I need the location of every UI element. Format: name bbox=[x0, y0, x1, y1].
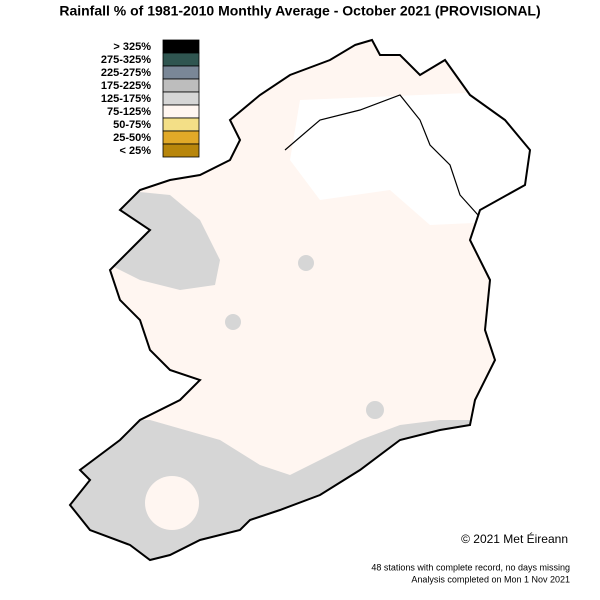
legend-label: 175-225% bbox=[101, 80, 151, 92]
legend-label: < 25% bbox=[120, 145, 152, 157]
region-spot bbox=[225, 314, 241, 330]
legend-label: 125-175% bbox=[101, 93, 151, 105]
map-title: Rainfall % of 1981-2010 Monthly Average … bbox=[59, 3, 540, 19]
legend-swatch bbox=[162, 39, 200, 54]
legend-label: 275-325% bbox=[101, 54, 151, 66]
legend-swatch bbox=[162, 117, 200, 132]
legend-swatch bbox=[162, 78, 200, 93]
legend-label: 225-275% bbox=[101, 67, 151, 79]
legend-swatch bbox=[162, 52, 200, 67]
region-kerry bbox=[145, 476, 199, 530]
legend-swatch bbox=[162, 91, 200, 106]
region-spot bbox=[298, 255, 314, 271]
credit: © 2021 Met Éireann bbox=[461, 531, 568, 546]
region-spot bbox=[366, 401, 384, 419]
note: Analysis completed on Mon 1 Nov 2021 bbox=[411, 574, 570, 584]
legend-swatch bbox=[162, 143, 200, 158]
region-white bbox=[290, 90, 530, 225]
legend-label: 75-125% bbox=[107, 106, 151, 118]
legend-swatch bbox=[162, 130, 200, 145]
region-west-grey bbox=[100, 190, 220, 290]
border bbox=[284, 94, 479, 216]
legend-swatch bbox=[162, 104, 200, 119]
note: 48 stations with complete record, no day… bbox=[371, 562, 570, 572]
legend: > 325%275-325%225-275%175-225%125-175%75… bbox=[101, 39, 200, 158]
legend-label: 25-50% bbox=[113, 132, 151, 144]
legend-swatch bbox=[162, 65, 200, 80]
legend-label: 50-75% bbox=[113, 119, 151, 131]
legend-label: > 325% bbox=[113, 41, 151, 53]
